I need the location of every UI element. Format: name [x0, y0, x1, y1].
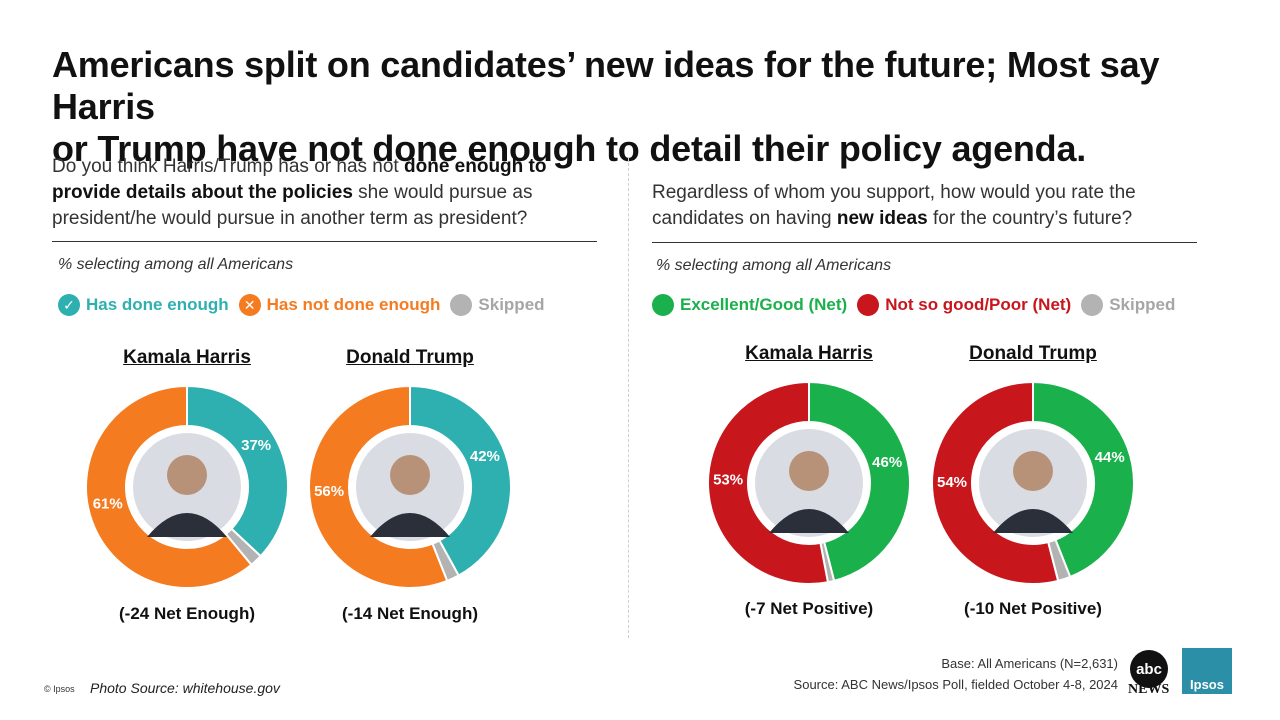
left-question-bold: done enough to provide details about the… — [52, 156, 547, 203]
donut-segment-has-done-enough — [409, 384, 512, 577]
legend-label: Skipped — [1109, 295, 1176, 314]
left-rule — [52, 241, 597, 242]
legend-label: Not so good/Poor (Net) — [885, 295, 1072, 314]
donut-segment-not-so-good-poor-net — [931, 380, 1060, 585]
data-label: 61% — [93, 496, 123, 513]
candidate-photo-head — [789, 451, 829, 491]
title-line-2: or Trump have not done enough to detail … — [52, 128, 1087, 169]
legend-label: Has done enough — [86, 295, 229, 314]
left-question-text-end: she would pursue as president/he would p… — [52, 182, 533, 229]
right-question-text: Regardless of whom you support, how woul… — [652, 182, 1136, 229]
right-question-text-end: for the country’s future? — [927, 208, 1133, 229]
news-logo: NEWS — [1128, 682, 1170, 697]
data-label: 42% — [470, 448, 500, 465]
data-label: 44% — [1095, 449, 1125, 466]
left-subtitle: % selecting among all Americans — [58, 256, 294, 273]
legend-item-skipped: Skipped — [1081, 294, 1175, 316]
copyright: © Ipsos — [44, 684, 75, 694]
footer-source: Source: ABC News/Ipsos Poll, fielded Oct… — [793, 677, 1118, 692]
legend-item-not-so-good: Not so good/Poor (Net) — [857, 294, 1071, 316]
legend-item-done-enough: ✓ Has done enough — [58, 294, 229, 316]
donut-segment-has-not-done-enough — [308, 384, 449, 589]
candidate-photo-head — [390, 455, 430, 495]
right-subtitle: % selecting among all Americans — [656, 257, 892, 274]
chart-4-net: (-10 Net Positive) — [964, 599, 1102, 618]
panel-divider — [628, 158, 629, 638]
footer-base: Base: All Americans (N=2,631) — [941, 656, 1118, 671]
right-rule — [652, 242, 1197, 243]
donut-chart-1: 37% 61% — [85, 384, 289, 589]
chart-1-net: (-24 Net Enough) — [119, 604, 255, 623]
candidate-photo-body — [147, 513, 227, 537]
donut-segment-excellent-good-net — [1032, 380, 1135, 579]
candidate-photo-body — [370, 513, 450, 537]
right-question-bold: new ideas — [836, 208, 928, 229]
ipsos-logo: Ipsos — [1182, 648, 1232, 694]
data-label: 53% — [713, 471, 743, 488]
chart-2-net: (-14 Net Enough) — [342, 604, 478, 623]
chart-4-candidate: Donald Trump — [969, 343, 1097, 364]
circle-icon — [450, 294, 473, 316]
chart-3-net: (-7 Net Positive) — [744, 599, 874, 618]
left-question: Do you think Harris/Trump has or has not… — [52, 154, 612, 232]
candidate-photo-head — [167, 455, 207, 495]
donut-segment-has-done-enough — [186, 384, 289, 558]
donut-segment-not-so-good-poor-net — [707, 380, 830, 585]
legend-label: Skipped — [478, 295, 545, 314]
circle-icon — [857, 294, 880, 316]
title-line-1: Americans split on candidates’ new ideas… — [52, 44, 1160, 127]
donut-segment-excellent-good-net — [808, 380, 911, 583]
donut-segment-has-not-done-enough — [85, 384, 253, 589]
candidate-photo-body — [993, 509, 1073, 533]
photo-source: Photo Source: whitehouse.gov — [90, 680, 280, 696]
page-title: Americans split on candidates’ new ideas… — [52, 44, 1252, 170]
left-question-text: Do you think Harris/Trump has or has not — [52, 156, 404, 177]
data-label: 54% — [937, 474, 967, 491]
right-question: Regardless of whom you support, how woul… — [652, 180, 1212, 232]
donut-chart-2: 42% 56% — [308, 384, 512, 589]
legend-item-not-enough: ✕ Has not done enough — [238, 294, 441, 316]
check-icon: ✓ — [58, 294, 80, 316]
abc-logo: abc — [1130, 650, 1168, 688]
chart-2-candidate: Donald Trump — [346, 347, 474, 368]
donut-chart-3: 46% 53% — [707, 380, 911, 585]
donut-chart-4: 44% 54% — [931, 380, 1135, 585]
chart-3-candidate: Kamala Harris — [745, 343, 873, 364]
circle-icon — [1081, 294, 1104, 316]
chart-1-candidate: Kamala Harris — [123, 347, 251, 368]
data-label: 37% — [241, 437, 271, 454]
data-label: 56% — [314, 483, 344, 500]
candidate-photo-head — [1013, 451, 1053, 491]
data-label: 46% — [872, 454, 902, 471]
legend-item-skipped: Skipped — [450, 294, 545, 316]
candidate-photo-body — [769, 509, 849, 533]
x-icon: ✕ — [238, 294, 261, 316]
legend-label: Has not done enough — [266, 295, 441, 314]
right-legend: Excellent/Good (Net) Not so good/Poor (N… — [652, 294, 1185, 316]
left-legend: ✓ Has done enough ✕ Has not done enough … — [58, 294, 555, 316]
legend-label: Excellent/Good (Net) — [680, 295, 848, 314]
circle-icon — [652, 294, 674, 316]
legend-item-excellent-good: Excellent/Good (Net) — [652, 294, 847, 316]
